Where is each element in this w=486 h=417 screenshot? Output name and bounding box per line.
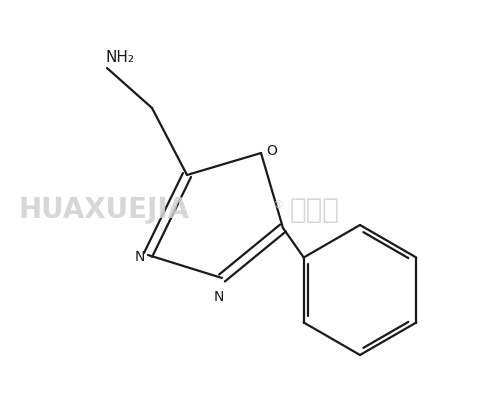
Text: HUAXUEJIA: HUAXUEJIA bbox=[18, 196, 189, 224]
Text: O: O bbox=[266, 144, 277, 158]
Text: NH₂: NH₂ bbox=[105, 50, 134, 65]
Text: N: N bbox=[135, 250, 145, 264]
Text: N: N bbox=[214, 290, 224, 304]
Text: ®: ® bbox=[272, 200, 283, 210]
Text: 化学加: 化学加 bbox=[290, 196, 340, 224]
